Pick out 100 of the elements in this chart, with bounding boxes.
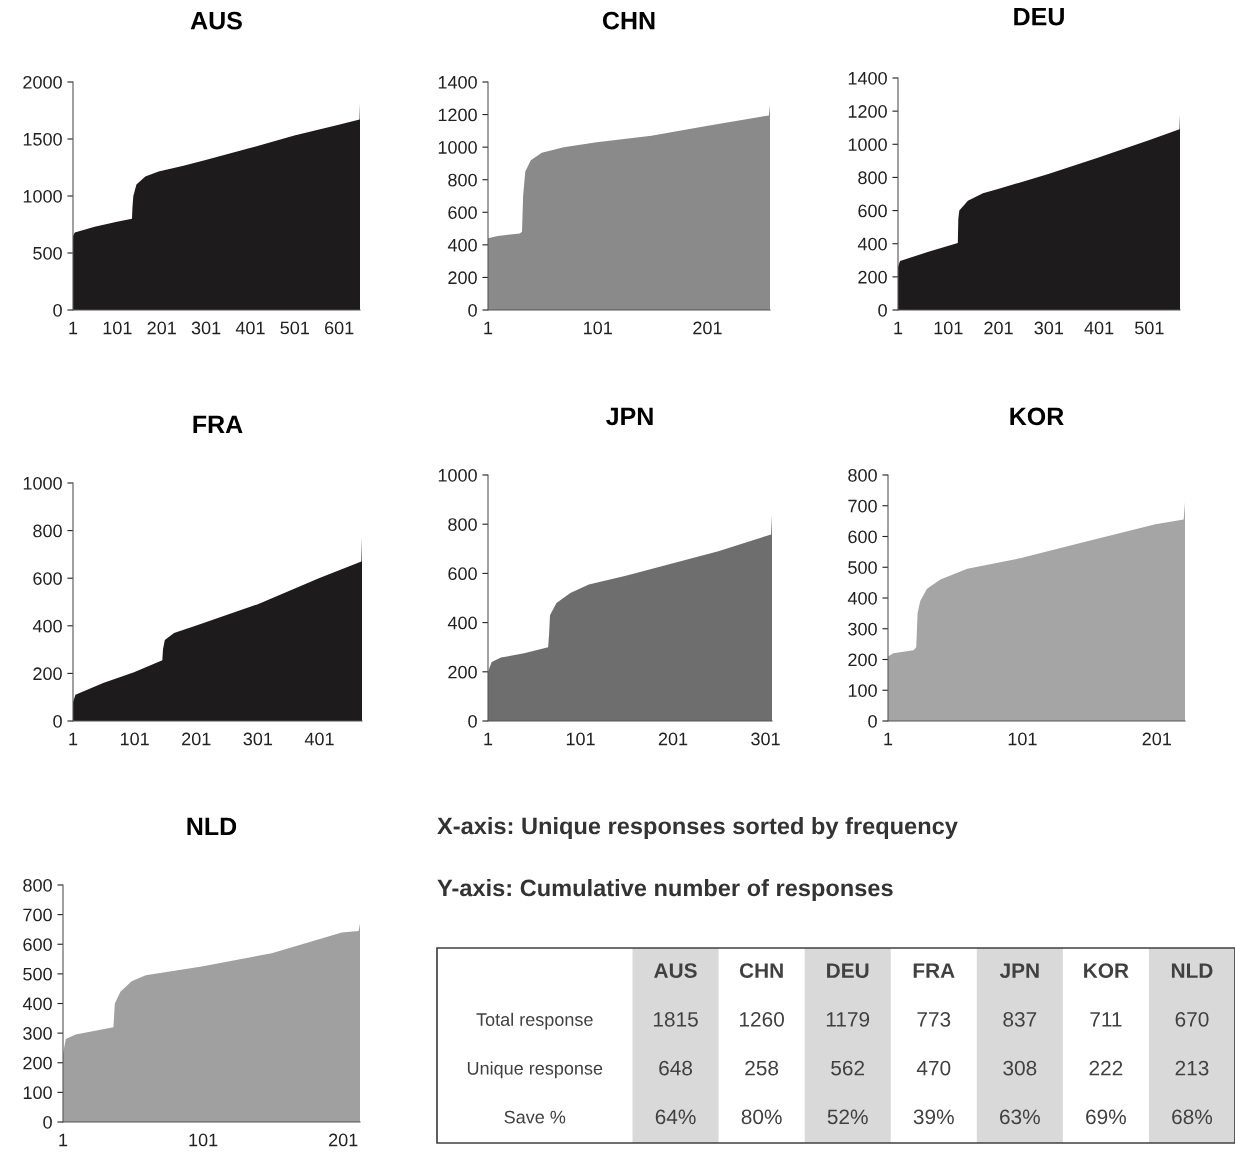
y-tick-label: 500 [848, 561, 877, 574]
x-tick-label: 201 [693, 321, 722, 335]
chart-title: JPN [606, 407, 653, 426]
x-tick-label: 201 [182, 732, 211, 746]
text: 308 [1003, 1060, 1037, 1076]
y-tick-label: 700 [23, 908, 52, 922]
y-tick-label: 800 [448, 518, 477, 531]
y-tick-label: 400 [447, 238, 477, 252]
text: 213 [1175, 1060, 1209, 1076]
x-tick-label: 401 [304, 732, 334, 746]
y-tick-label: 0 [43, 1115, 52, 1129]
category-label: NLD [1171, 963, 1213, 978]
y-tick-label: 1000 [848, 138, 887, 152]
y-tick-label: 200 [448, 665, 477, 679]
y-tick-label: 400 [32, 619, 62, 633]
text: 648 [659, 1060, 693, 1076]
x-tick-label: 101 [934, 321, 963, 335]
chart-title: KOR [1010, 407, 1064, 426]
y-tick-label: 0 [468, 714, 477, 728]
y-tick-label: 1000 [23, 189, 62, 203]
chart-title: DEU [1014, 8, 1064, 26]
y-tick-label: 500 [33, 246, 62, 260]
y-tick-label: 800 [858, 171, 887, 185]
text: 63% [1000, 1109, 1040, 1125]
x-tick-label: 301 [1034, 321, 1063, 335]
y-tick-label: 200 [858, 270, 887, 284]
x-tick-label: 101 [566, 732, 595, 746]
x-tick-label: 201 [147, 321, 176, 335]
chart-title: CHN [602, 11, 655, 30]
y-tick-label: 1400 [848, 71, 887, 85]
y-tick-label: 200 [33, 667, 62, 681]
text: 1260 [740, 1011, 784, 1027]
category-label: FRA [913, 963, 955, 978]
chart-title: FRA [193, 415, 243, 433]
y-tick-label: 1000 [23, 476, 62, 490]
y-tick-label: 300 [848, 622, 877, 636]
chart-title: AUS [190, 11, 242, 30]
y-tick-label: 400 [22, 997, 52, 1011]
y-tick-label: 1400 [438, 75, 477, 89]
x-tick-label: 601 [325, 321, 354, 335]
x-tick-label: 101 [1008, 732, 1037, 746]
y-tick-label: 600 [23, 938, 52, 951]
x-tick-label: 1 [69, 732, 78, 746]
y-tick-label: 300 [23, 1027, 52, 1040]
text: 39% [913, 1109, 954, 1125]
y-tick-label: 1000 [438, 468, 477, 482]
y-tick-label: 600 [448, 567, 477, 581]
y-tick-label: 1500 [23, 132, 62, 146]
category-label: KOR [1084, 963, 1129, 978]
text: X-axis: Unique responses sorted by frequency [437, 816, 958, 840]
text: 562 [831, 1060, 865, 1076]
x-tick-label: 1 [69, 321, 78, 335]
y-tick-label: 800 [23, 878, 52, 892]
chart-title: NLD [187, 817, 237, 835]
x-tick-label: 301 [191, 321, 221, 335]
category-label: DEU [827, 963, 869, 978]
text: 773 [917, 1011, 951, 1027]
y-tick-label: 600 [858, 204, 887, 218]
x-tick-label: 1 [894, 321, 903, 335]
x-tick-label: 201 [984, 321, 1013, 335]
y-tick-label: 700 [848, 499, 877, 513]
y-tick-label: 1000 [438, 141, 477, 154]
text: 80% [741, 1109, 782, 1125]
x-tick-label: 301 [751, 732, 780, 746]
category-label: CHN [739, 963, 783, 978]
text: 1815 [653, 1011, 698, 1027]
text: 1179 [826, 1011, 870, 1027]
y-tick-label: 200 [448, 271, 477, 285]
text: Y-axis: Cumulative number of responses [437, 878, 893, 902]
x-tick-label: 201 [658, 732, 688, 746]
y-tick-label: 0 [878, 303, 887, 317]
y-tick-label: 100 [23, 1086, 52, 1100]
y-tick-label: 400 [857, 237, 887, 251]
text: 222 [1089, 1060, 1123, 1076]
y-tick-label: 600 [33, 572, 62, 585]
category-label: Total response [476, 1012, 593, 1030]
y-tick-label: 800 [448, 173, 477, 187]
y-tick-label: 800 [33, 524, 62, 538]
text: 470 [916, 1060, 951, 1076]
y-tick-label: 600 [448, 206, 477, 220]
x-tick-label: 401 [1084, 321, 1114, 335]
y-tick-label: 1200 [438, 108, 477, 122]
text: 52% [827, 1109, 868, 1125]
x-tick-label: 301 [243, 732, 273, 746]
y-tick-label: 100 [848, 684, 877, 697]
y-tick-label: 400 [847, 591, 877, 605]
category-label: Unique response [467, 1061, 603, 1079]
y-tick-label: 0 [868, 714, 877, 728]
x-tick-label: 1 [484, 321, 493, 335]
x-tick-label: 1 [884, 732, 893, 746]
y-tick-label: 800 [848, 468, 877, 482]
x-tick-label: 201 [1142, 732, 1171, 746]
y-tick-label: 0 [53, 303, 62, 317]
x-tick-label: 101 [584, 321, 612, 335]
y-tick-label: 0 [468, 303, 477, 317]
y-tick-label: 0 [53, 714, 62, 728]
category-label: AUS [654, 963, 697, 978]
y-tick-label: 2000 [23, 75, 62, 89]
y-tick-label: 1200 [848, 105, 887, 118]
category-label: JPN [999, 963, 1039, 978]
